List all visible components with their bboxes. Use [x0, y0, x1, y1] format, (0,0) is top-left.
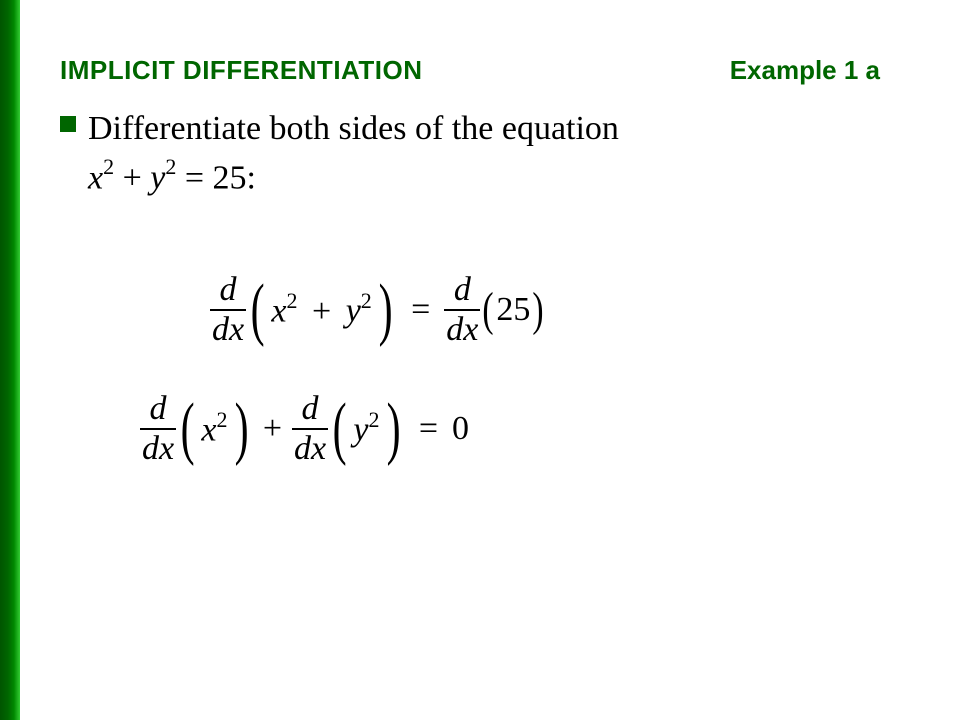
eq-plus: + [114, 160, 150, 197]
math-row-1: d dx ( x2 + y2 ) = d dx ( 25 ) [140, 273, 920, 347]
frac-den-3: dx [140, 428, 176, 466]
paren-content-1: x2 + y2 [269, 289, 373, 330]
slide-left-accent [0, 0, 20, 720]
eq-sup-1: 2 [103, 154, 114, 179]
paren-group-1: ( x2 + y2 ) [246, 285, 397, 334]
lparen-icon-2: ( [181, 404, 195, 453]
rparen-small-icon: ) [533, 296, 544, 325]
bullet-row: Differentiate both sides of the equation… [60, 104, 920, 203]
frac-num: d [218, 273, 239, 309]
eq-x: x [88, 160, 103, 197]
math-row-2: d dx ( x2 ) + d dx ( y2 ) = [140, 392, 920, 466]
paren-group-25: ( 25 ) [480, 291, 546, 329]
m-zero: 0 [452, 410, 469, 448]
m-sup3: 2 [217, 407, 228, 432]
eq-y: y [150, 160, 165, 197]
frac-ddx-1: d dx [210, 273, 246, 347]
m-sup2: 2 [361, 288, 372, 313]
frac-ddx-2: d dx [444, 273, 480, 347]
lparen-icon: ( [251, 285, 265, 334]
slide-content: IMPLICIT DIFFERENTIATION Example 1 a Dif… [60, 55, 920, 511]
eq-sup-2: 2 [165, 154, 176, 179]
rparen-icon-2: ) [234, 404, 248, 453]
m-sup1: 2 [287, 288, 298, 313]
m-eq-2: = [405, 410, 452, 448]
frac-ddx-4: d dx [292, 392, 328, 466]
bullet-text: Differentiate both sides of the equation… [88, 104, 619, 203]
frac-num-3: d [148, 392, 169, 428]
m-eq-1: = [397, 291, 444, 329]
bullet-main-text: Differentiate both sides of the equation [88, 110, 619, 147]
m-25: 25 [496, 291, 530, 329]
frac-num-2: d [452, 273, 473, 309]
frac-den-4: dx [292, 428, 328, 466]
m-sup4: 2 [369, 407, 380, 432]
lparen-icon-3: ( [333, 404, 347, 453]
math-area: d dx ( x2 + y2 ) = d dx ( 25 ) [60, 273, 920, 466]
lparen-small-icon: ( [483, 296, 494, 325]
header-row: IMPLICIT DIFFERENTIATION Example 1 a [60, 55, 920, 86]
rparen-icon-3: ) [386, 404, 400, 453]
m-plus-2: + [253, 410, 292, 448]
m-y2: y [353, 412, 368, 449]
paren-group-x2: ( x2 ) [176, 404, 253, 453]
m-x: x [271, 293, 286, 330]
example-label: Example 1 a [730, 55, 880, 86]
paren-content-x2: x2 [199, 408, 229, 449]
m-x2: x [201, 412, 216, 449]
paren-group-y2: ( y2 ) [328, 404, 405, 453]
frac-den-2: dx [444, 309, 480, 347]
eq-tail: = 25: [176, 160, 256, 197]
slide-title: IMPLICIT DIFFERENTIATION [60, 55, 423, 86]
frac-den: dx [210, 309, 246, 347]
m-plus: + [306, 293, 337, 330]
rparen-icon: ) [378, 285, 392, 334]
bullet-square-icon [60, 116, 76, 132]
m-y: y [346, 293, 361, 330]
paren-content-y2: y2 [351, 408, 381, 449]
frac-ddx-3: d dx [140, 392, 176, 466]
frac-num-4: d [300, 392, 321, 428]
